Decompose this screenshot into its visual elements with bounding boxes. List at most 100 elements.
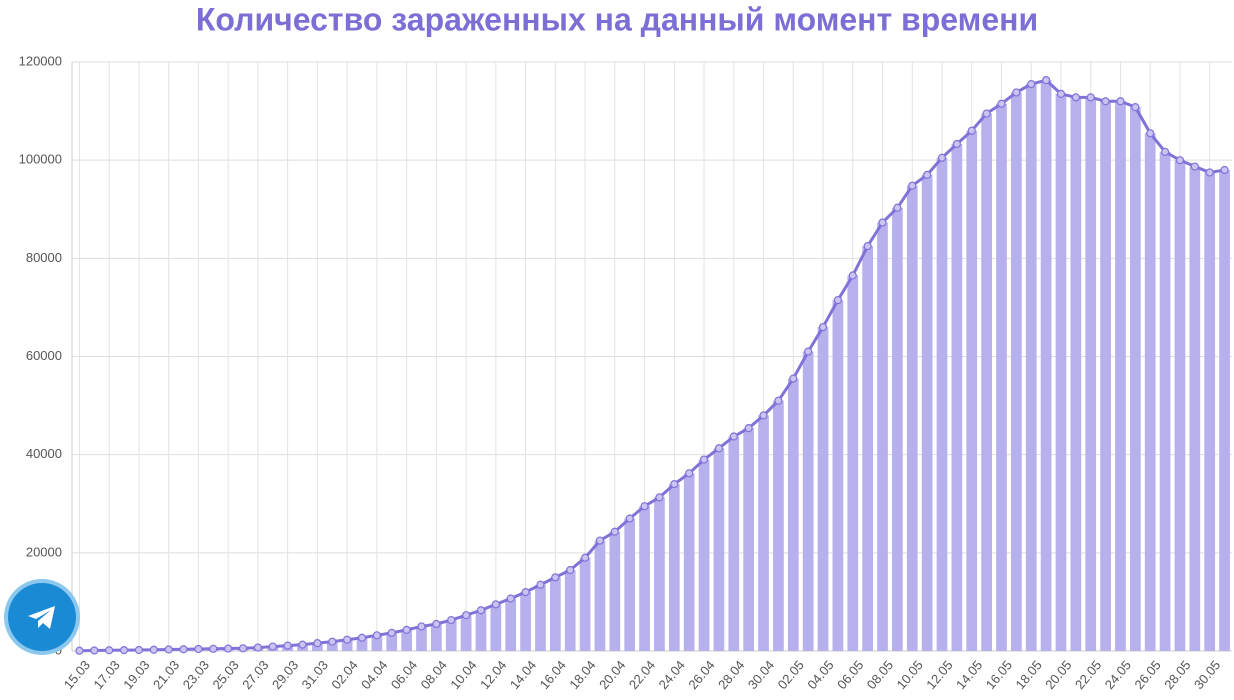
bar [877, 222, 888, 651]
point [402, 625, 411, 634]
point [878, 218, 887, 227]
x-tick-label: 22.05 [1072, 657, 1104, 692]
bar [520, 592, 531, 651]
bar [728, 436, 740, 651]
point [848, 271, 857, 280]
point [134, 645, 144, 655]
x-tick-label: 20.05 [1042, 657, 1074, 692]
point [952, 139, 961, 149]
x-tick-label: 21.03 [150, 657, 182, 692]
point [908, 181, 917, 190]
point [744, 424, 753, 433]
point [357, 633, 367, 642]
bar [535, 584, 546, 651]
point [893, 203, 902, 212]
telegram-button[interactable] [4, 579, 80, 655]
point [595, 536, 605, 545]
y-tick-label: 80000 [26, 250, 62, 265]
bar [1129, 107, 1141, 651]
bar [549, 577, 561, 651]
x-tick-label: 30.05 [1191, 657, 1223, 692]
point [1101, 97, 1110, 106]
point [224, 644, 233, 653]
x-tick-label: 16.05 [983, 657, 1015, 692]
point [804, 347, 813, 356]
bar [862, 246, 873, 651]
bar [505, 598, 517, 651]
x-tick-label: 24.05 [1102, 657, 1134, 692]
x-tick-label: 26.04 [685, 657, 717, 692]
bar [475, 610, 487, 651]
point [238, 644, 248, 653]
point [1086, 93, 1095, 102]
point [476, 606, 486, 615]
x-tick-label: 12.04 [477, 657, 509, 692]
point [937, 153, 947, 162]
point [268, 642, 277, 651]
x-tick-label: 22.04 [626, 657, 658, 692]
point [1190, 162, 1199, 171]
point [714, 444, 724, 453]
y-tick-label: 100000 [19, 152, 62, 167]
point [1146, 129, 1155, 138]
point [194, 644, 203, 654]
x-tick-label: 04.05 [804, 657, 836, 692]
point [1027, 79, 1036, 89]
point [580, 553, 590, 562]
point [253, 643, 262, 652]
point [536, 580, 545, 589]
x-tick-label: 18.05 [1012, 657, 1044, 692]
bar [847, 275, 859, 651]
bar [386, 632, 398, 651]
bar [906, 185, 918, 651]
point [566, 565, 575, 575]
bar [1189, 166, 1201, 652]
x-tick-label: 16.04 [537, 657, 569, 692]
point [119, 646, 129, 655]
point [462, 611, 471, 620]
x-tick-label: 18.04 [566, 657, 598, 692]
bar [1085, 97, 1097, 652]
point [833, 295, 842, 305]
x-tick-label: 08.05 [864, 657, 896, 692]
point [149, 645, 158, 654]
x-tick-label: 10.05 [893, 657, 925, 692]
x-tick-label: 28.05 [1161, 657, 1193, 692]
point [699, 455, 709, 464]
bar [1025, 84, 1037, 651]
point [982, 109, 991, 118]
y-tick-label: 120000 [19, 53, 62, 68]
point [655, 493, 664, 502]
point [387, 628, 396, 637]
point [863, 241, 872, 251]
point [1056, 89, 1066, 99]
bar [996, 103, 1007, 652]
point [164, 645, 173, 654]
x-tick-label: 06.05 [834, 657, 866, 692]
x-tick-label: 30.04 [745, 657, 777, 692]
bar [1040, 80, 1052, 652]
point [818, 322, 828, 332]
point [432, 619, 441, 629]
y-tick-label: 20000 [26, 544, 62, 559]
point [1012, 88, 1021, 97]
bar [490, 604, 502, 651]
bar [356, 637, 368, 651]
point [610, 527, 619, 536]
point [967, 126, 976, 135]
x-tick-label: 14.04 [507, 657, 539, 692]
bar [966, 130, 978, 651]
point [313, 639, 322, 648]
bar [951, 143, 963, 651]
bar [460, 615, 472, 651]
point [774, 396, 783, 405]
bar [773, 400, 784, 651]
bar [1204, 172, 1216, 651]
point [1042, 76, 1051, 85]
bar [743, 428, 755, 651]
bar [431, 624, 442, 651]
bar [698, 459, 710, 651]
x-tick-label: 19.03 [120, 657, 152, 692]
chart-title: Количество зараженных на данный момент в… [196, 1, 1038, 37]
